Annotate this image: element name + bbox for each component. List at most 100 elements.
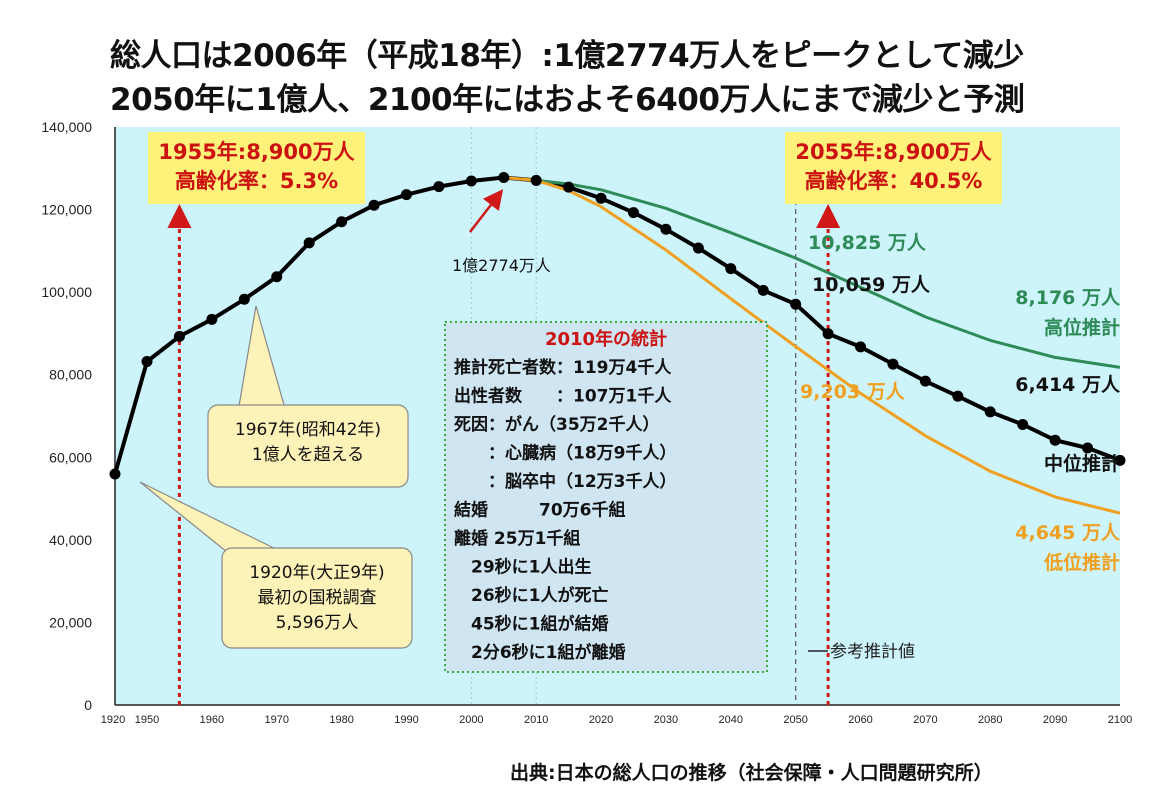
- chart-title-line-1: 総人口は2006年（平成18年）:1億2774万人をピークとして減少: [110, 38, 1024, 74]
- stats-2010-box: [444, 321, 768, 673]
- data-point: [725, 263, 737, 275]
- stats-2010-line: 出性者数 ：107万1千人: [454, 386, 672, 407]
- x-tick-label: 2090: [1043, 714, 1067, 726]
- data-point: [303, 237, 315, 249]
- data-point: [855, 341, 867, 353]
- callout-1920-text: 最初の国税調査: [258, 588, 377, 608]
- data-point: [1017, 419, 1029, 431]
- label-mid-2100: 6,414 万人: [1015, 374, 1121, 396]
- data-point: [433, 181, 445, 193]
- data-point: [660, 223, 672, 235]
- label-mid-2050: 10,059 万人: [812, 274, 931, 296]
- x-tick-label: 2070: [913, 714, 937, 726]
- stats-2010-title: 2010年の統計: [545, 328, 667, 350]
- x-tick-label: 2020: [589, 714, 613, 726]
- y-tick-label: 140,000: [41, 119, 92, 135]
- callout-1920-text: 1920年(大正9年): [249, 563, 384, 583]
- box-1955-text: 1955年:8,900万人: [158, 140, 354, 164]
- data-point: [1082, 442, 1094, 454]
- data-point: [109, 468, 121, 480]
- stats-2010-line: 結婚 70万6千組: [454, 500, 626, 521]
- label-high-2050: 10,825 万人: [808, 232, 927, 254]
- data-point: [141, 356, 153, 368]
- box-1955-text: 高齢化率：5.3%: [175, 169, 338, 193]
- data-point: [271, 271, 283, 283]
- data-point: [238, 293, 250, 305]
- label-low-2050: 9,203 万人: [800, 381, 906, 403]
- x-tick-label: 2010: [524, 714, 548, 726]
- x-tick-label: 2080: [978, 714, 1002, 726]
- data-point: [465, 175, 477, 187]
- x-tick-label: 1950: [135, 714, 159, 726]
- chart-title-line-2: 2050年に1億人、2100年にはおよそ6400万人にまで減少と予測: [110, 82, 1025, 118]
- callout-1920-mask: [224, 562, 410, 602]
- stats-2010-line: 29秒に1人出生: [454, 557, 592, 578]
- y-tick-label: 20,000: [49, 614, 92, 630]
- data-point: [563, 181, 575, 193]
- y-tick-label: 60,000: [49, 449, 92, 465]
- callout-1967-text: 1967年(昭和42年): [235, 420, 381, 440]
- data-point: [173, 330, 185, 342]
- x-tick-label: 1920: [101, 714, 125, 726]
- callout-1967-mask: [210, 419, 406, 459]
- reference-label: 参考推計値: [830, 642, 915, 662]
- box-2055-text: 高齢化率：40.5%: [805, 169, 983, 193]
- x-tick-label: 2000: [459, 714, 483, 726]
- x-tick-label: 1960: [200, 714, 224, 726]
- x-tick-label: 2040: [719, 714, 743, 726]
- data-point: [595, 192, 607, 204]
- x-tick-label: 2100: [1108, 714, 1132, 726]
- label-high-2100: 8,176 万人: [1015, 287, 1121, 309]
- stats-2010-line: 2分6秒に1組が離婚: [454, 642, 626, 663]
- label-high-name: 高位推計: [1044, 316, 1120, 339]
- stats-2010-line: ：脳卒中（12万3千人）: [454, 471, 677, 492]
- callout-1967-text: 1億人を超える: [252, 445, 364, 465]
- data-point: [952, 390, 964, 402]
- y-tick-label: 40,000: [49, 532, 92, 548]
- stats-2010-line: 45秒に1組が結婚: [454, 614, 609, 635]
- data-point: [530, 174, 542, 186]
- data-point: [498, 172, 510, 184]
- x-tick-label: 2050: [783, 714, 807, 726]
- y-tick-label: 120,000: [41, 202, 92, 218]
- data-point: [692, 242, 704, 254]
- data-point: [887, 358, 899, 370]
- data-point: [919, 375, 931, 387]
- data-point: [336, 216, 348, 228]
- data-point: [628, 207, 639, 219]
- data-point: [206, 313, 218, 325]
- box-2055-text: 2055年:8,900万人: [795, 140, 991, 164]
- series-line-medium: [113, 175, 1121, 475]
- label-mid-name: 中位推計: [1044, 452, 1120, 475]
- y-tick-label: 0: [84, 697, 92, 713]
- y-tick-label: 80,000: [49, 367, 92, 383]
- label-low-2100: 4,645 万人: [1015, 522, 1121, 544]
- data-point: [368, 199, 380, 211]
- data-point: [790, 298, 802, 310]
- x-tick-label: 2030: [654, 714, 678, 726]
- stats-2010-line: 離婚 25万1千組: [454, 528, 580, 549]
- x-tick-label: 2060: [848, 714, 872, 726]
- data-point: [400, 189, 412, 201]
- stats-2010-line: 推計死亡者数：119万4千人: [454, 357, 672, 378]
- peak-label: 1億2774万人: [452, 256, 551, 275]
- x-tick-label: 1970: [264, 714, 288, 726]
- callout-1920-text: 5,596万人: [276, 613, 359, 633]
- series-line-high: [503, 176, 1121, 369]
- box-1955: [148, 132, 365, 204]
- source-note: 出典:日本の総人口の推移（社会保障・人口問題研究所）: [510, 762, 993, 784]
- data-point: [984, 406, 996, 418]
- data-point: [1114, 454, 1126, 466]
- data-point: [1049, 434, 1061, 446]
- label-low-name: 低位推計: [1043, 551, 1120, 574]
- stats-2010-line: 死因：がん（35万2千人）: [454, 414, 660, 435]
- data-point: [822, 328, 834, 340]
- stats-2010-line: 26秒に1人が死亡: [454, 585, 609, 606]
- y-tick-label: 100,000: [41, 284, 92, 300]
- x-tick-label: 1990: [394, 714, 418, 726]
- stats-2010-line: ：心臓病（18万9千人）: [454, 443, 677, 464]
- x-tick-label: 1980: [329, 714, 353, 726]
- box-2055: [785, 132, 1002, 204]
- peak-arrow: [469, 189, 504, 233]
